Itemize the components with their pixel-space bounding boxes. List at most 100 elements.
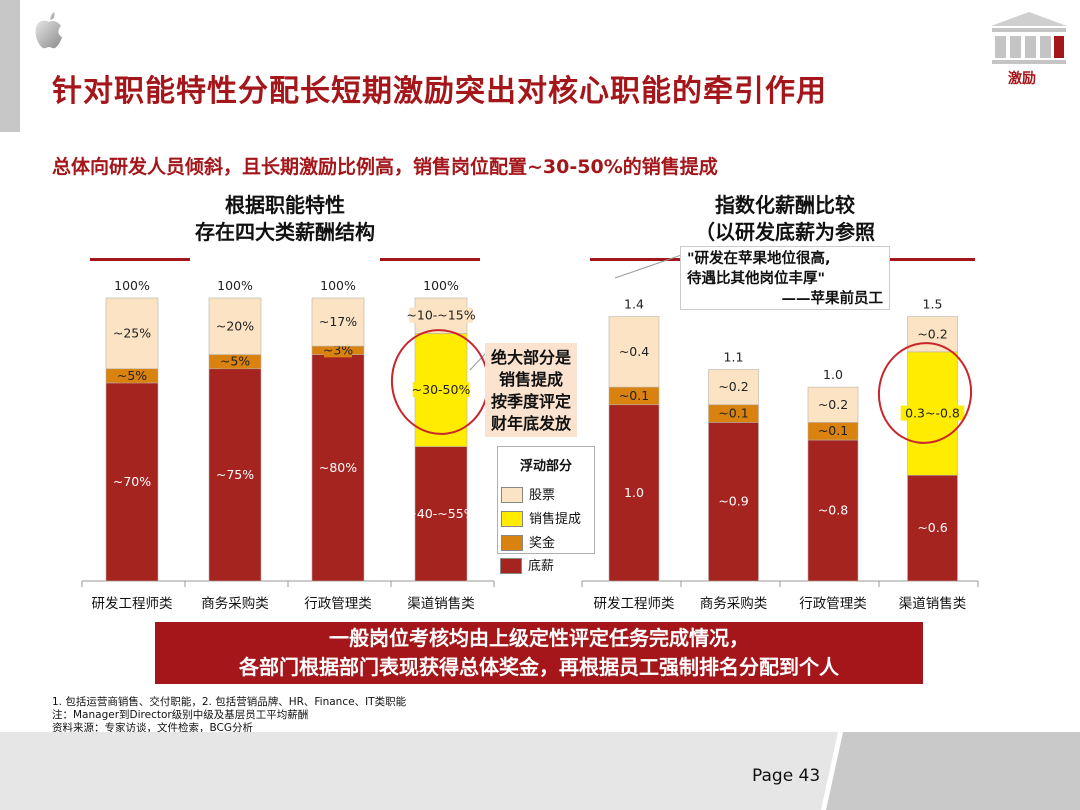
legend-item-commission: 销售提成 <box>501 511 581 529</box>
data-label: ~30-50% <box>412 382 471 397</box>
legend-item-base-salary: 底薪 <box>500 558 554 576</box>
chart-legend: 浮动部分 股票 销售提成 奖金 <box>497 446 595 554</box>
category-label: 商务采购类 <box>700 596 768 612</box>
data-label-background <box>716 405 751 421</box>
data-label: ~25% <box>113 325 151 340</box>
sales-commission-highlight-circle <box>390 329 490 435</box>
quote-pointer-line <box>614 251 691 279</box>
bar-segment-底薪 <box>208 368 262 582</box>
data-label-background <box>412 381 470 397</box>
sales-index-highlight-circle <box>877 342 973 444</box>
data-label: ~0.1 <box>718 406 748 421</box>
data-label: ~0.4 <box>619 344 649 359</box>
callout-line2: 销售提成 <box>498 370 563 389</box>
legend-title: 浮动部分 <box>519 459 572 474</box>
quote-attribution: ——苹果前员工 <box>781 291 884 307</box>
legend-swatch-commission <box>501 511 523 527</box>
quote-line1: "研发在苹果地位很高, <box>687 251 831 267</box>
category-label: 商务采购类 <box>201 596 269 612</box>
legend-label-stock: 股票 <box>529 488 556 503</box>
left-accent-bar <box>0 0 20 132</box>
data-label-background <box>217 318 253 334</box>
data-label-background <box>409 307 473 323</box>
page-number: Page 43 <box>752 766 821 786</box>
section-tag: 激励 <box>1008 71 1036 87</box>
legend-item-bonus: 奖金 <box>501 535 555 553</box>
legend-item-stock: 股票 <box>501 487 555 505</box>
total-label: 100% <box>320 278 356 293</box>
category-label: 研发工程师类 <box>92 596 173 612</box>
left-heading-rule-left <box>90 258 190 261</box>
footnote-1: 1. 包括运营商销售、交付职能，2. 包括营销品牌、HR、Finance、IT类… <box>52 696 407 708</box>
data-label: ~0.1 <box>818 423 848 438</box>
data-label-background <box>815 396 851 412</box>
data-label: ~0.2 <box>818 397 848 412</box>
legend-label-commission: 销售提成 <box>529 512 582 527</box>
data-label: ~0.1 <box>619 388 649 403</box>
page-title: 针对职能特性分配长短期激励突出对核心职能的牵引作用 <box>52 74 827 109</box>
employee-quote-box: "研发在苹果地位很高, 待遇比其他岗位丰厚" ——苹果前员工 <box>680 246 890 310</box>
footnote-note: 注：Manager到Director级别中级及基层员工平均薪酬 <box>52 709 309 721</box>
legend-swatch-bonus <box>501 535 523 551</box>
footer-band <box>0 732 1080 810</box>
left-heading-line1: 根据职能特性 <box>225 193 345 217</box>
bar-segment-底薪 <box>608 404 660 582</box>
data-label: ~0.8 <box>818 503 848 518</box>
data-label: ~5% <box>220 354 250 369</box>
page-subtitle: 总体向研发人员倾斜，且长期激励比例高，销售岗位配置~30-50%的销售提成 <box>52 156 718 178</box>
data-label: ~0.2 <box>917 326 947 341</box>
callout-line4: 财年底发放 <box>490 414 571 433</box>
data-label: ~10-~15% <box>406 308 475 323</box>
callout-line3: 按季度评定 <box>490 392 571 411</box>
legend-label-bonus: 奖金 <box>529 536 556 551</box>
total-label: 100% <box>114 278 150 293</box>
data-label-background <box>320 314 356 330</box>
data-label-background <box>118 367 146 383</box>
data-label-background <box>114 325 150 341</box>
total-label: 1.1 <box>724 350 744 365</box>
category-label: 行政管理类 <box>799 596 867 612</box>
total-label: 100% <box>423 278 459 293</box>
right-heading-line1: 指数化薪酬比较 <box>715 193 855 217</box>
category-label: 行政管理类 <box>304 596 372 612</box>
data-label: ~40-~55% <box>406 506 475 521</box>
category-label: 渠道销售类 <box>407 596 475 612</box>
data-label: ~5% <box>117 368 147 383</box>
banner-line1: 一般岗位考核均由上级定性评定任务完成情况， <box>329 626 749 650</box>
banner-line2: 各部门根据部门表现获得总体奖金，再根据员工强制排名分配到个人 <box>239 655 839 679</box>
category-label: 渠道销售类 <box>899 596 967 612</box>
sales-commission-callout: 绝大部分是 销售提成 按季度评定 财年底发放 <box>485 343 577 437</box>
footnote-source: 资料来源：专家访谈，文件检索，BCG分析 <box>52 722 253 734</box>
total-label: 1.5 <box>923 297 943 312</box>
bar-segment-底薪 <box>907 474 958 582</box>
quote-line2: 待遇比其他岗位丰厚" <box>687 271 826 287</box>
bar-segment-底薪 <box>807 439 859 582</box>
data-label: ~20% <box>216 318 254 333</box>
bar-segment-底薪 <box>414 446 468 582</box>
data-label-background <box>616 343 652 359</box>
callout-pointer-line <box>469 351 488 371</box>
legend-swatch-base-salary <box>500 558 522 574</box>
category-label: 研发工程师类 <box>594 596 675 612</box>
left-heading-line2: 存在四大类薪酬结构 <box>195 220 375 244</box>
left-heading-rule-right <box>380 258 480 261</box>
data-label-background <box>900 405 965 421</box>
data-label-background <box>815 423 851 439</box>
right-heading-rule-left <box>590 258 680 261</box>
right-section-heading: 指数化薪酬比较 （以研发底薪为参照 <box>640 192 930 246</box>
total-label: 1.4 <box>624 297 644 312</box>
bar-segment-底薪 <box>311 354 365 582</box>
right-heading-line2: （以研发底薪为参照 <box>695 220 875 244</box>
apple-logo-icon <box>35 12 62 49</box>
data-label: 0.3~-0.8 <box>905 406 960 421</box>
total-label: 1.0 <box>823 367 843 382</box>
data-label: 1.0 <box>624 485 644 500</box>
right-stacked-bar-chart: 1.0 ~0.1 ~0.4 1.4 研发工程师类 ~0.9 ~0.1 ~0.2 1.1 商务采购类… <box>581 297 979 612</box>
data-label-background <box>616 387 652 403</box>
right-heading-rule-right <box>890 258 975 261</box>
building-columns-icon <box>991 12 1067 64</box>
legend-swatch-stock <box>501 487 523 503</box>
data-label-background <box>915 326 950 342</box>
data-label-background <box>221 353 249 369</box>
